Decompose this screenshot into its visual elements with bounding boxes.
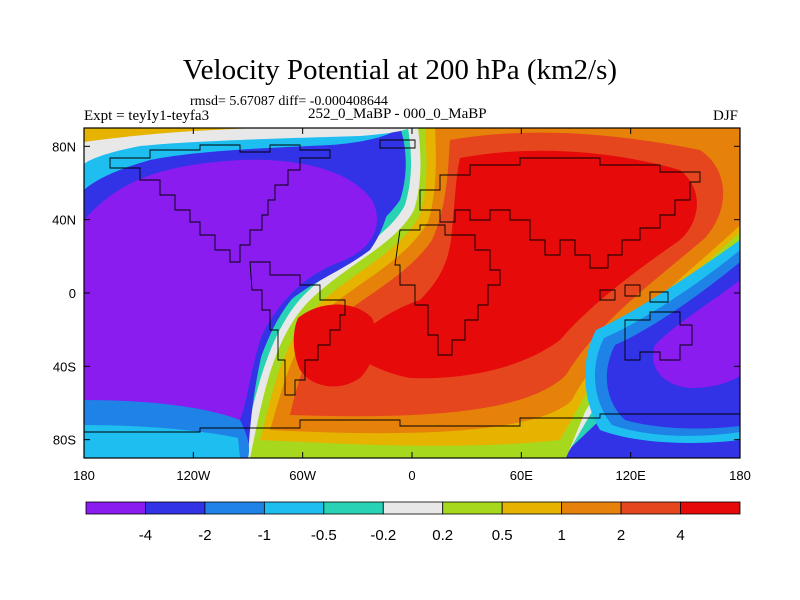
experiment-label: Expt = teyIy1-teyfa3 <box>84 108 210 124</box>
colorbar-label: -1 <box>258 527 271 544</box>
y-tick-label: 80N <box>52 139 76 154</box>
colorbar-label: 0.2 <box>432 527 453 544</box>
chart-title: Velocity Potential at 200 hPa (km2/s) <box>182 54 618 86</box>
colorbar-label: 1 <box>557 527 565 544</box>
x-tick-label: 60E <box>510 468 533 483</box>
colorbar-label: 0.5 <box>492 527 513 544</box>
continent-outlines <box>84 139 740 433</box>
y-tick-label: 40S <box>53 359 76 374</box>
outline-south-america <box>249 261 346 396</box>
field-band-plus4-samerica <box>293 304 376 387</box>
field-band-minus4-west <box>84 159 377 420</box>
colorbar-label: -0.2 <box>370 527 396 544</box>
colorbar-label: -4 <box>139 527 152 544</box>
stats-label: rmsd= 5.67087 diff= -0.000408644 <box>190 94 388 109</box>
outline-australia <box>624 311 693 361</box>
colorbar-label: 4 <box>676 527 684 544</box>
outline-greenland <box>379 139 416 149</box>
field-band-plus4-east <box>350 150 697 379</box>
x-tick-label: 0 <box>408 468 415 483</box>
colorbar-swatch <box>561 501 622 515</box>
colorbar-swatch <box>501 501 563 515</box>
field-band-zero-north <box>84 128 410 164</box>
y-axis: 80N 40N 0 40S 80S <box>52 139 740 448</box>
x-axis: 180 120W 60W 0 60E 120E 180 <box>73 128 751 483</box>
season-label: DJF <box>712 108 738 124</box>
colorbar-label: -2 <box>198 527 211 544</box>
field-band-minus05-south <box>84 425 240 458</box>
colorbar-swatch <box>680 501 741 515</box>
outline-eurasia <box>419 157 701 269</box>
y-tick-label: 80S <box>53 433 76 448</box>
colorbar-swatch <box>263 501 325 515</box>
colorbar-swatch <box>382 501 444 515</box>
outline-north-america <box>109 144 331 263</box>
x-tick-label: 120W <box>176 468 211 483</box>
y-tick-label: 40N <box>52 213 76 228</box>
colorbar-swatch <box>620 501 681 515</box>
colorbar-swatch <box>145 501 206 515</box>
outline-africa <box>394 224 501 356</box>
x-tick-label: 120E <box>615 468 646 483</box>
y-tick-label: 0 <box>69 286 76 301</box>
colorbar-swatch <box>442 501 503 515</box>
colorbar-swatch <box>323 501 384 515</box>
field-band-plus05-north <box>84 128 260 142</box>
field-band-minus4-pacific <box>653 280 740 388</box>
colorbar: -4 -2 -1 -0.5 -0.2 0.2 0.5 1 2 4 <box>85 501 741 544</box>
map-field <box>84 128 740 458</box>
x-tick-label: 60W <box>289 468 316 483</box>
outline-maritime-continent <box>599 284 669 303</box>
period-label: 252_0_MaBP - 000_0_MaBP <box>308 106 487 122</box>
colorbar-swatch <box>85 501 146 515</box>
colorbar-label: 2 <box>617 527 625 544</box>
colorbar-swatch <box>204 501 265 515</box>
colorbar-label: -0.5 <box>311 527 337 544</box>
x-tick-label: 180 <box>729 468 751 483</box>
x-tick-label: 180 <box>73 468 95 483</box>
outline-antarctica <box>84 413 740 433</box>
